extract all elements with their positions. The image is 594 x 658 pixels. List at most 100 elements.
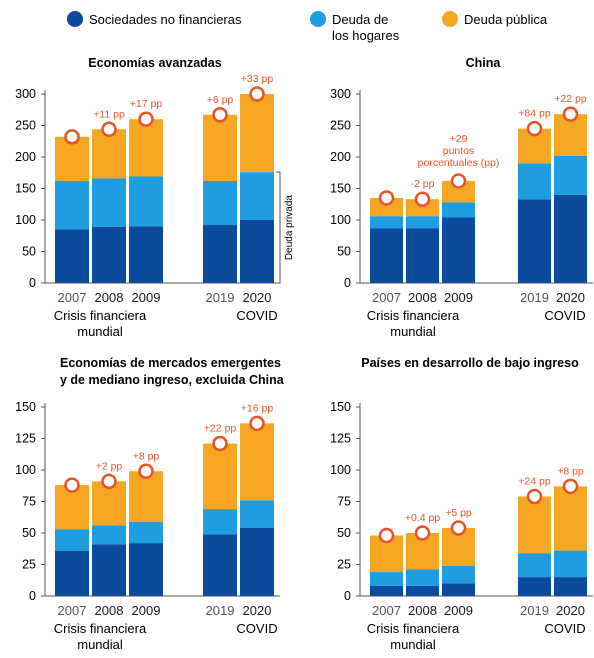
change-annotation: +24 pp: [518, 475, 551, 487]
change-annotation: +6 pp: [207, 94, 234, 106]
legend-label-line: los hogares: [332, 28, 400, 43]
bar-segment: [518, 163, 551, 200]
x-tick-label: 2019: [206, 290, 235, 305]
y-tick-label: 25: [22, 558, 36, 572]
chart-panel: Economías de mercados emergentes y de med…: [15, 356, 285, 652]
legend-swatch: [442, 11, 458, 27]
bar-segment: [554, 486, 587, 551]
bar-segment: [240, 172, 274, 220]
total-marker: [378, 190, 395, 206]
x-tick-label: 2008: [95, 290, 124, 305]
y-tick-label: 300: [15, 87, 36, 101]
y-axis: 0 50 100 150 200 250 300: [330, 87, 361, 290]
y-tick-label: 50: [337, 245, 351, 259]
chart-title-line: y de mediano ingreso, excluida China: [60, 373, 285, 387]
group-label-line: mundial: [390, 324, 436, 339]
private-debt-bracket: Deuda privada: [276, 171, 295, 284]
y-tick-label: 150: [330, 400, 351, 414]
change-annotation: +22 pp: [204, 423, 237, 435]
y-tick-label: 150: [15, 182, 36, 196]
change-annotation: +33 pp: [241, 73, 274, 85]
chart-title: Economías avanzadas: [88, 56, 221, 70]
legend-label: Deuda de los hogares: [332, 12, 400, 43]
x-tick-label: 2019: [520, 603, 549, 618]
legend-swatch: [67, 11, 83, 27]
bar-segment: [370, 197, 403, 217]
bar-segment: [203, 509, 237, 535]
chart-panel: Países en desarrollo de bajo ingreso 0 25 5…: [330, 356, 593, 652]
bar-segment: [518, 199, 551, 283]
y-tick-label: 250: [15, 119, 36, 133]
change-annotation: +2 pp: [96, 460, 123, 472]
total-marker: [562, 106, 579, 122]
bar-segment: [129, 471, 163, 522]
y-tick-label: 50: [22, 526, 36, 540]
x-tick-label: 2008: [408, 603, 437, 618]
bar-segment: [240, 423, 274, 501]
y-tick-label: 200: [330, 150, 351, 164]
total-marker: [212, 435, 228, 452]
change-annotation: +16 pp: [241, 402, 274, 414]
y-tick-label: 0: [29, 589, 36, 603]
bar-segment: [129, 226, 163, 283]
chart-panel: Economías avanzadas 0 50 100 150 200 250 300 200…: [15, 56, 295, 339]
total-marker: [414, 191, 431, 207]
x-tick-label: 2019: [206, 603, 235, 618]
legend-item: Deuda pública: [442, 11, 548, 27]
total-marker: [414, 525, 431, 541]
change-annotation: +8 pp: [557, 465, 584, 477]
group-label: Crisis financiera mundial: [367, 621, 460, 652]
bar-segment: [92, 226, 126, 283]
y-tick-label: 150: [15, 400, 36, 414]
bar-segment: [370, 216, 403, 229]
bar-segment: [55, 180, 89, 230]
bar-segment: [518, 577, 551, 596]
x-tick-label: 2020: [243, 603, 272, 618]
group-label-line: mundial: [77, 324, 123, 339]
y-tick-label: 25: [337, 558, 351, 572]
bar-segment: [92, 129, 126, 179]
x-tick-label: 2009: [132, 290, 161, 305]
bar-segment: [370, 572, 403, 586]
x-tick-label: 2007: [58, 290, 87, 305]
bar-segment: [55, 229, 89, 283]
change-annotation-line: puntos: [443, 145, 475, 157]
group-label: Crisis financiera mundial: [54, 621, 147, 652]
bracket-line: [276, 171, 281, 284]
group-label-line: Crisis financiera: [54, 308, 147, 323]
chart-title: Países en desarrollo de bajo ingreso: [361, 356, 579, 370]
bar-segment: [129, 119, 163, 177]
y-tick-label: 100: [15, 463, 36, 477]
bar-segment: [203, 180, 237, 226]
group-label: Crisis financiera mundial: [367, 308, 460, 339]
change-annotation-line: porcentuales (pp): [418, 157, 500, 169]
bar-segment: [442, 202, 475, 218]
change-annotation-line: +29: [450, 133, 468, 145]
y-axis: 0 50 100 150 200 250 300: [15, 87, 46, 290]
bar-segment: [203, 534, 237, 596]
y-tick-label: 0: [344, 276, 351, 290]
x-tick-label: 2019: [520, 290, 549, 305]
y-tick-label: 75: [22, 495, 36, 509]
total-marker: [64, 477, 80, 493]
group-label-line: Crisis financiera: [54, 621, 147, 636]
group-label: COVID: [236, 621, 277, 636]
group-label: Crisis financiera mundial: [54, 308, 147, 339]
chart-title-line: Economías de mercados emergentes: [60, 356, 281, 370]
legend-item: Deuda de los hogares: [310, 11, 400, 43]
total-marker: [138, 463, 154, 480]
change-annotation: +17 pp: [130, 98, 163, 110]
legend-label-line: Deuda de: [332, 12, 388, 27]
legend-swatch: [310, 11, 326, 27]
bar-segment: [240, 94, 274, 173]
y-tick-label: 300: [330, 87, 351, 101]
y-tick-label: 0: [29, 276, 36, 290]
x-tick-label: 2009: [444, 290, 473, 305]
total-marker: [562, 478, 579, 495]
y-tick-label: 0: [344, 589, 351, 603]
bar-segment: [92, 525, 126, 545]
bar-segment: [240, 527, 274, 596]
y-tick-label: 150: [330, 182, 351, 196]
x-tick-label: 2007: [58, 603, 87, 618]
